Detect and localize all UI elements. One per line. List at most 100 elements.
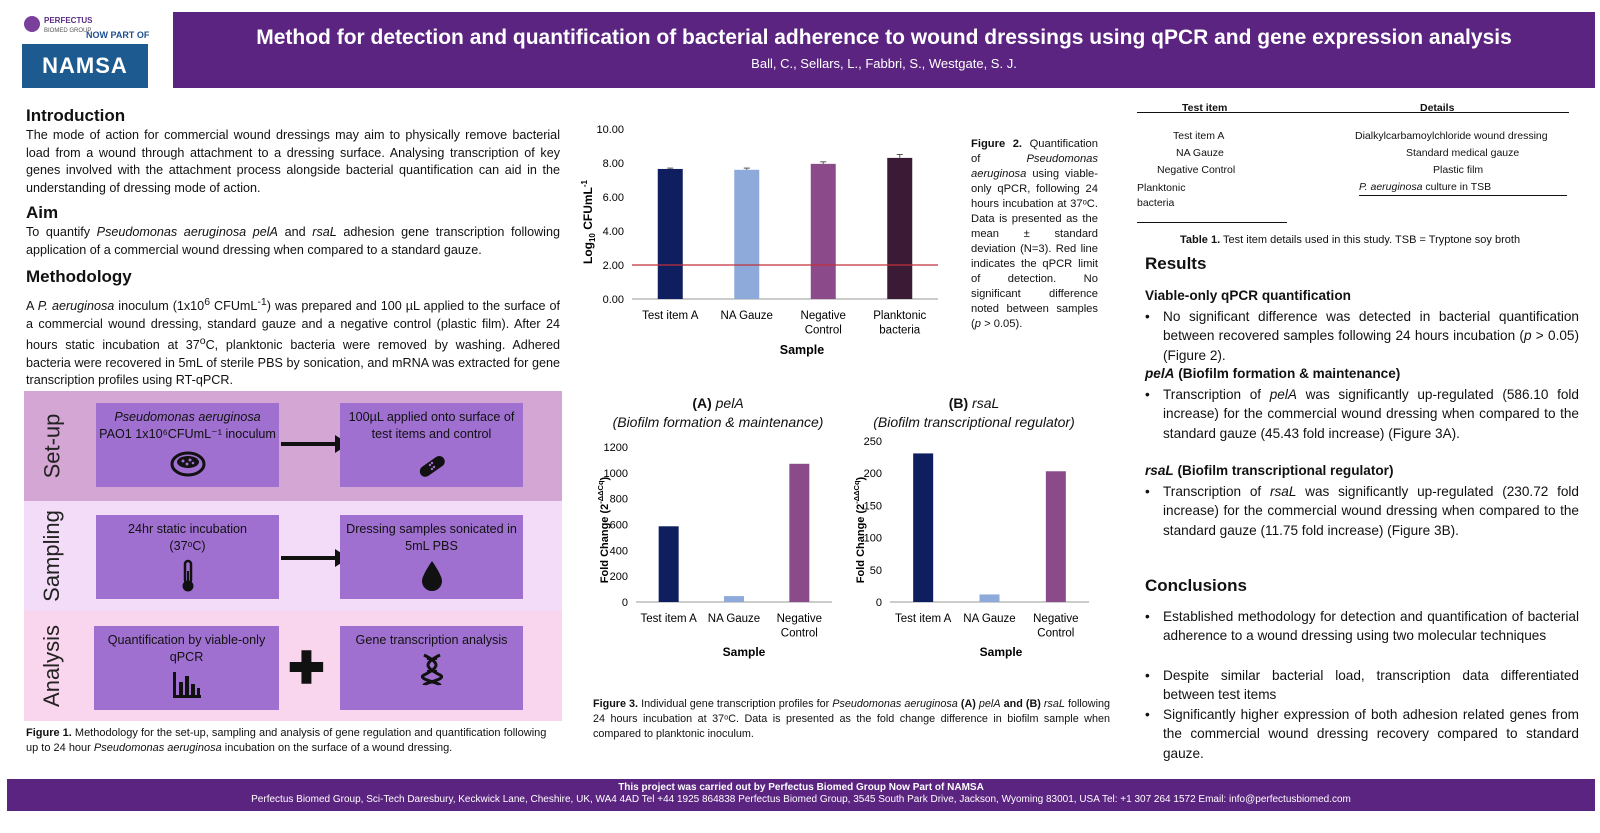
bar-negative-control xyxy=(810,163,836,299)
x-tick-label: Test item A xyxy=(895,613,952,625)
conclusion-item: Despite similar bacterial load, transcri… xyxy=(1145,666,1579,705)
x-tick-label: Test item A xyxy=(641,613,698,625)
table-rule-bottom xyxy=(1137,222,1287,223)
figure1-caption: Figure 1. Methodology for the set-up, sa… xyxy=(26,727,547,754)
y-axis-label: Fold Change (2-ΔΔCq) xyxy=(852,476,867,583)
table-cell-item: Test item A xyxy=(1173,130,1225,142)
results-heading: Results xyxy=(1145,254,1207,273)
thermometer-icon xyxy=(182,559,193,592)
x-axis-label: Sample xyxy=(980,645,1023,659)
table1-caption: Table 1. Test item details used in this … xyxy=(1180,234,1521,246)
setup-inoculum-box: Pseudomonas aeruginosa PAO1 1x10⁶CFUmL⁻¹ … xyxy=(96,403,279,487)
figure3a-title: (A) pelA (Biofilm formation & maintenance… xyxy=(612,395,824,430)
y-tick-label: 1200 xyxy=(604,442,628,454)
y-tick-label: 600 xyxy=(610,520,628,532)
footer-address: Perfectus Biomed Group, Sci-Tech Daresbu… xyxy=(251,794,1351,805)
results-subheading-qpcr: Viable-only qPCR quantification xyxy=(1145,288,1351,303)
x-tick-label: NA Gauze xyxy=(708,613,760,625)
setup-apply-box: 100µL applied onto surface of test items… xyxy=(340,403,523,487)
sampling-label: Sampling xyxy=(39,510,64,602)
analysis-gene-box: Gene transcription analysis xyxy=(340,626,523,710)
table-rule-top xyxy=(1137,112,1569,113)
footer-email-link[interactable]: info@perfectusbiomed.com xyxy=(1228,794,1351,805)
analysis-label: Analysis xyxy=(39,625,65,707)
figure3b-chart: Fold Change (2-ΔΔCq) 0 50 100 150 200 250 Test… xyxy=(852,436,1089,659)
figure2-caption: Figure 2. Quantification of Pseudomonas … xyxy=(971,138,1098,330)
table-header-item: Test item xyxy=(1182,102,1228,114)
y-axis-label: Log10 CFUmL-1 xyxy=(580,179,597,264)
bar-chart-icon xyxy=(172,672,201,698)
sampling-band: Sampling 24hr static incubation (37ᵒC) Dr… xyxy=(24,501,562,611)
flow-arrow xyxy=(281,435,349,453)
x-tick-label: NA Gauze xyxy=(721,310,773,322)
x-axis-label: Sample xyxy=(780,343,825,357)
y-tick-label: 0.00 xyxy=(603,294,624,306)
y-tick-label: 200 xyxy=(864,468,882,480)
y-tick-label: 8.00 xyxy=(603,158,624,170)
footer: This project was carried out by Perfectu… xyxy=(7,779,1595,811)
table-rule-mid xyxy=(1359,195,1567,196)
perfectus-logo-icon xyxy=(24,16,40,32)
results-bullet-pela: Transcription of pelA was significantly … xyxy=(1145,385,1579,443)
y-tick-label: 100 xyxy=(864,533,882,545)
sampling-sonication-box: Dressing samples sonicated in 5mL PBS xyxy=(340,515,523,599)
bar-na-gauze xyxy=(734,169,760,299)
conclusions-heading: Conclusions xyxy=(1145,576,1248,595)
plus-icon: ✚ xyxy=(288,644,325,693)
analysis-quantification-box: Quantification by viable-only qPCR xyxy=(94,626,279,710)
table-cell-details: Plastic film xyxy=(1433,164,1484,176)
methodology-heading: Methodology xyxy=(26,267,132,286)
namsa-logo: NAMSA xyxy=(22,44,148,88)
bar-test-item-a xyxy=(657,168,683,299)
intro-heading: Introduction xyxy=(26,106,126,125)
y-tick-label: 1000 xyxy=(604,468,628,480)
y-tick-label: 250 xyxy=(864,436,882,448)
x-tick-label: Negative Control xyxy=(777,613,822,640)
results-bullet-qpcr: No significant difference was detected i… xyxy=(1145,307,1579,365)
logo-brand-sub: BIOMED GROUP xyxy=(44,28,92,34)
figure3a-chart: Fold Change (2-ΔΔCq) 0200400600800100012… xyxy=(596,442,832,659)
y-tick-label: 400 xyxy=(610,545,628,557)
poster-title: Method for detection and quantification … xyxy=(256,26,1512,49)
results-subheading-pela: pelA (Biofilm formation & maintenance) xyxy=(1145,366,1401,381)
y-tick-label: 6.00 xyxy=(603,192,624,204)
figure3b-title: (B) rsaL (Biofilm transcriptional regulat… xyxy=(873,395,1075,430)
y-tick-label: 4.00 xyxy=(603,226,624,238)
x-tick-label: Test item A xyxy=(642,310,699,322)
aim-text: To quantify Pseudomonas aeruginosa pelA … xyxy=(26,225,560,257)
x-tick-label: Negative Control xyxy=(1033,613,1078,640)
logo-now-part: NOW PART OF xyxy=(86,30,150,40)
bar-negative-control xyxy=(1045,471,1066,602)
x-tick-label: NA Gauze xyxy=(963,613,1015,625)
table-cell-details: P. aeruginosa culture in TSB xyxy=(1359,181,1492,193)
setup-label: Set-up xyxy=(39,413,65,479)
bar-na-gauze xyxy=(979,594,1000,602)
bar-test-item-a xyxy=(658,526,679,602)
results-bullet-rsal: Transcription of rsaL was significantly … xyxy=(1145,482,1579,540)
setup-band: Set-up Pseudomonas aeruginosa PAO1 1x10⁶C… xyxy=(24,391,562,501)
footer-credit: This project was carried out by Perfectu… xyxy=(618,782,984,793)
y-tick-label: 200 xyxy=(610,571,628,583)
y-tick-label: 50 xyxy=(870,565,882,577)
aim-heading: Aim xyxy=(26,203,59,222)
table-header-details: Details xyxy=(1420,102,1455,114)
results-subheading-rsal: rsaL (Biofilm transcriptional regulator) xyxy=(1145,463,1394,478)
y-tick-label: 10.00 xyxy=(596,124,624,136)
y-tick-label: 150 xyxy=(864,500,882,512)
bandage-icon xyxy=(419,456,445,477)
figure2-chart: Log10 CFUmL-1 0.00 2.00 4.00 6.00 8.00 10.00 T… xyxy=(580,124,938,357)
sampling-incubation-box: 24hr static incubation (37ᵒC) xyxy=(96,515,279,599)
figure3-caption: Figure 3. Individual gene transcription … xyxy=(593,698,1110,740)
x-tick-label: Planktonic bacteria xyxy=(873,310,926,337)
table-cell-item: Planktonic bacteria xyxy=(1137,182,1186,209)
y-tick-label: 2.00 xyxy=(603,260,624,272)
table-cell-item: NA Gauze xyxy=(1176,147,1224,159)
droplet-icon xyxy=(421,561,442,591)
bar-negative-control xyxy=(789,463,810,602)
poster-authors: Ball, C., Sellars, L., Fabbri, S., Westg… xyxy=(751,56,1017,71)
methodology-text: A P. aeruginosa inoculum (1x106 CFUmL-1)… xyxy=(26,296,560,388)
petri-dish-icon xyxy=(170,451,205,477)
y-tick-label: 0 xyxy=(622,597,628,609)
table-cell-details: Dialkylcarbamoylchloride wound dressing xyxy=(1355,130,1548,142)
intro-text: The mode of action for commercial wound … xyxy=(26,128,560,195)
